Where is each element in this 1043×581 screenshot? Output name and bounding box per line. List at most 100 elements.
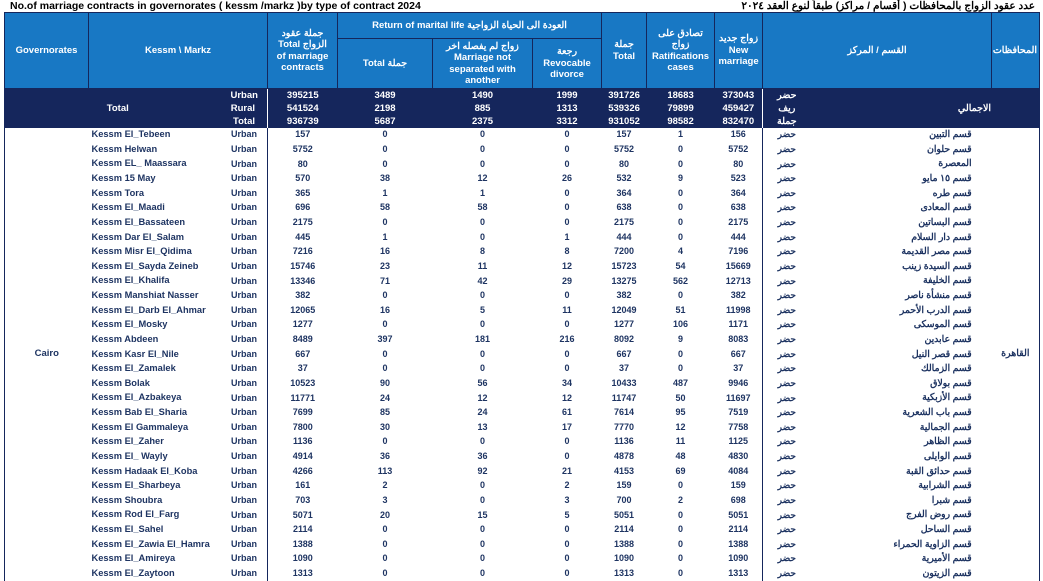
- cell-residence-type: Urban: [230, 288, 269, 303]
- cell-revocable: 61: [562, 407, 573, 418]
- cell-revocable: 8: [564, 246, 570, 257]
- cell-residence-type: Urban: [230, 346, 269, 362]
- cell-kessm-ar: قسم الأزبكية: [922, 392, 972, 403]
- cell-residence-type: Urban: [230, 142, 269, 157]
- cell-new-marriage: 459427: [714, 101, 764, 115]
- cell-not-separated: 0: [480, 319, 486, 330]
- cell-residence-type: Urban: [230, 156, 269, 172]
- cell-residence-type: Urban: [230, 200, 269, 216]
- cell-new-marriage: 8083: [714, 332, 764, 347]
- cell-not-separated: 0: [480, 348, 486, 359]
- cell-revocable: 0: [564, 568, 570, 579]
- cell-ratifications: 2: [678, 494, 684, 505]
- cell-revocable: 216: [559, 334, 575, 345]
- cell-revocable: 0: [564, 363, 570, 374]
- cell-ratifications: 106: [673, 319, 689, 330]
- cell-revocable: 0: [564, 319, 570, 330]
- cell-revocable: 21: [562, 465, 573, 476]
- header-return-group: العودة الى الحياة الزواجية Return of mar…: [337, 12, 603, 39]
- cell-return-total: 0: [382, 217, 388, 228]
- cell-return-total: 3489: [337, 88, 433, 102]
- cell-return-total: 0: [382, 568, 388, 579]
- cell-new-marriage: 15669: [714, 259, 764, 274]
- table-row: Kessm Hadaak El_Koba Urban 4266 113 92 21 4153…: [5, 463, 1040, 479]
- totals-band: Total Urban 395215 3489 1490 1999 391726 18683 3…: [4, 88, 1040, 128]
- cell-ratifications: 0: [678, 363, 684, 374]
- cell-residence-type: Urban: [230, 186, 269, 201]
- cell-kessm-ar: قسم المعادى: [920, 202, 972, 213]
- cell-residence-type-ar: حضر: [777, 187, 796, 198]
- cell-total-contracts: 157: [295, 129, 311, 140]
- cell-return-total: 0: [382, 363, 388, 374]
- cell-ratifications: 0: [678, 509, 684, 520]
- totals-row: Rural 541524 2198 885 1313 539326 79899 459427 ر…: [5, 101, 1040, 115]
- cell-return-total: 0: [382, 524, 388, 535]
- page-title-ar: عدد عقود الزواج بالمحافظات ( أقسام / مرا…: [741, 0, 1035, 12]
- cell-total-contracts: 382: [295, 290, 311, 301]
- cell-not-separated: 1490: [432, 88, 533, 102]
- table-body: Cairo Kessm El_Tebeen Urban 157 0 0 0 157 1 156 حض…: [5, 127, 1040, 581]
- title-bar: No.of marriage contracts in governorates…: [0, 0, 1043, 12]
- cell-new-marriage: 1171: [714, 317, 764, 333]
- cell-ratifications: 1: [678, 129, 684, 140]
- cell-ratifications: 0: [678, 202, 684, 213]
- cell-residence-type: Urban: [230, 376, 269, 391]
- cell-total: 10433: [611, 377, 637, 388]
- cell-total: 539326: [601, 101, 647, 115]
- table-row: Kessm El_Darb El_Ahmar Urban 12065 16 5 11 120…: [5, 303, 1040, 318]
- cell-not-separated: 0: [480, 480, 486, 491]
- table-row: Kessm Dar El_Salam Urban 445 1 0 1 444 0 444 حضر ق…: [5, 229, 1040, 245]
- cell-residence-type-ar: حضر: [777, 260, 796, 271]
- table-row: Kessm Rod El_Farg Urban 5071 20 15 5 5051 0 5051…: [5, 507, 1040, 523]
- cell-kessm-en: Kessm EL_ Maassara: [91, 158, 187, 169]
- table-row: Kessm Manshiat Nasser Urban 382 0 0 0 382 0 382 ح…: [5, 288, 1040, 303]
- cell-residence-type: Urban: [230, 317, 269, 333]
- table-row: Kessm El_Zaytoon Urban 1313 0 0 0 1313 0 1313 حضر…: [5, 566, 1040, 581]
- cell-ratifications: 0: [678, 538, 684, 549]
- cell-residence-type: Urban: [230, 171, 269, 186]
- cell-kessm-en: Kessm Manshiat Nasser: [91, 290, 199, 301]
- cell-not-separated: 0: [480, 553, 486, 564]
- cell-revocable: 12: [562, 392, 573, 403]
- cell-kessm-ar: قسم التبين: [929, 129, 972, 140]
- cell-ratifications: 12: [675, 421, 686, 432]
- cell-total: 1277: [614, 319, 635, 330]
- cell-return-total: 90: [380, 377, 391, 388]
- cell-total-contracts: 161: [295, 480, 311, 491]
- header-ratifications: تصادق على زواج Ratifications cases: [646, 12, 716, 89]
- cell-new-marriage: 1125: [714, 434, 764, 450]
- cell-total: 532: [616, 173, 632, 184]
- cell-residence-type: Urban: [230, 390, 269, 406]
- cell-ratifications: 0: [678, 524, 684, 535]
- header-kessm-markz: Kessm \ Markz: [87, 12, 269, 89]
- cell-not-separated: 5: [480, 304, 486, 315]
- cell-return-total: 0: [382, 158, 388, 169]
- cell-total-contracts: 1313: [292, 568, 313, 579]
- cell-return-total: 0: [382, 319, 388, 330]
- cell-residence-type: Urban: [230, 88, 269, 102]
- cell-ratifications: 50: [675, 392, 686, 403]
- cell-total: 4878: [614, 451, 635, 462]
- page-title-en: No.of marriage contracts in governorates…: [10, 0, 421, 12]
- cell-ratifications: 0: [678, 568, 684, 579]
- cell-kessm-en: Kessm El Gammaleya: [91, 421, 189, 432]
- cell-total: 80: [619, 158, 630, 169]
- table-row: Kessm El_Sharbeya Urban 161 2 0 2 159 0 159 حضر قس…: [5, 478, 1040, 494]
- cell-not-separated: 0: [480, 158, 486, 169]
- cell-revocable: 5: [564, 509, 570, 520]
- cell-not-separated: 0: [480, 538, 486, 549]
- table-row: Kessm El_Khalifa Urban 13346 71 42 29 13275 562…: [5, 273, 1040, 289]
- header-total: جملة Total: [601, 12, 648, 89]
- totals-label-en: Total: [4, 88, 231, 128]
- cell-ratifications: 0: [678, 143, 684, 154]
- cell-residence-type: Urban: [230, 434, 269, 450]
- cell-return-total: 2: [382, 480, 388, 491]
- cell-kessm-ar: قسم الأميرية: [921, 553, 972, 564]
- cell-revocable: 17: [562, 421, 573, 432]
- table-row: Kessm El_Amireya Urban 1090 0 0 0 1090 0 1090 حضر…: [5, 551, 1040, 567]
- cell-kessm-ar: قسم الجمالية: [919, 421, 972, 432]
- cell-ratifications: 98582: [646, 114, 715, 128]
- cell-residence-type-ar: حضر: [777, 363, 796, 374]
- cell-new-marriage: 667: [714, 346, 764, 362]
